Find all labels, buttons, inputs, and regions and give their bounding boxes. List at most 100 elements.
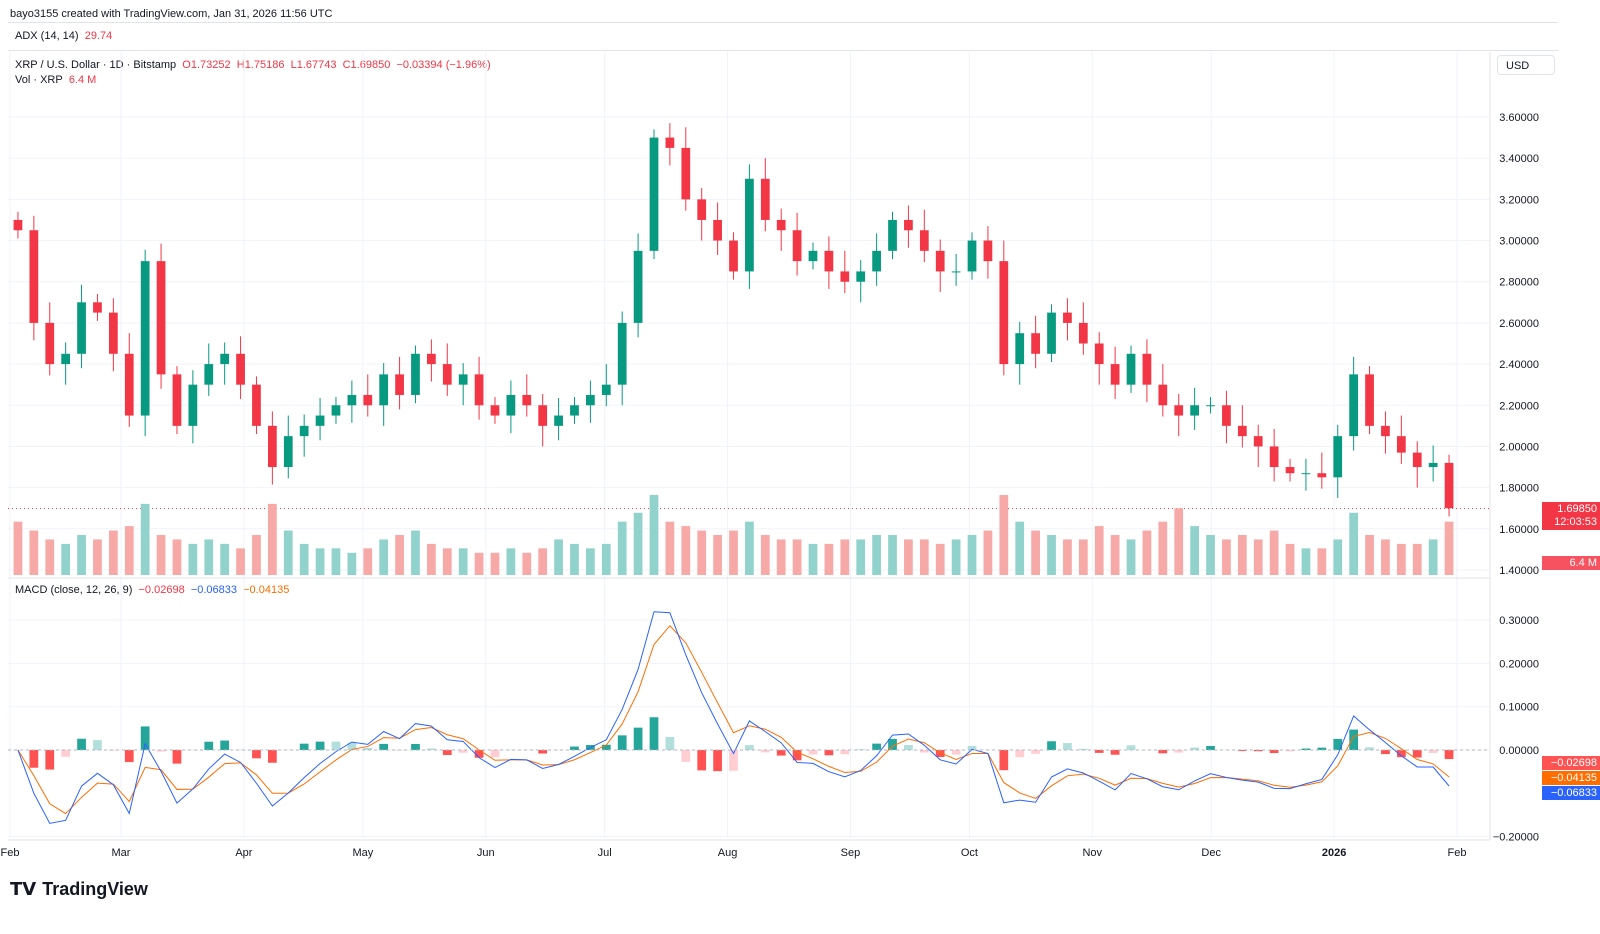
macd-histogram-bar xyxy=(1365,747,1374,750)
adx-value: 29.74 xyxy=(84,30,113,42)
macd-histogram-bar xyxy=(872,743,881,750)
macd-histogram-bar xyxy=(29,750,39,768)
volume-bar xyxy=(267,503,277,575)
macd-histogram-bar xyxy=(792,750,802,761)
macd-histogram-bar xyxy=(411,743,420,750)
macd-histogram-bar xyxy=(808,750,818,755)
macd-histogram-bar xyxy=(140,726,150,750)
volume-bar xyxy=(77,535,86,575)
volume-bar xyxy=(1126,539,1136,575)
candle-body xyxy=(204,364,214,385)
macd-histogram-bar xyxy=(331,741,341,750)
candle-body xyxy=(1222,405,1231,426)
candle-body xyxy=(267,425,277,468)
volume-bar xyxy=(681,526,691,575)
macd-histogram-bar xyxy=(108,750,118,751)
macd-histogram-bar xyxy=(1158,750,1168,754)
volume-bar xyxy=(379,539,389,575)
candle-body xyxy=(93,302,102,313)
volume-bar xyxy=(729,530,738,575)
macd-signal-line xyxy=(17,624,1450,815)
macd-histogram-bar xyxy=(1094,750,1104,753)
volume-bar xyxy=(888,535,897,575)
last-volume-label: 6.4 M xyxy=(1542,556,1600,570)
macd-histogram-bar xyxy=(61,750,71,757)
change-value: −0.03394 (−1.96%) xyxy=(396,59,491,71)
candle-body xyxy=(760,178,770,220)
macd-histogram-bar xyxy=(538,750,548,754)
macd-histogram-bar xyxy=(904,745,913,750)
volume-bar xyxy=(124,526,134,575)
candle-body xyxy=(1031,333,1040,354)
volume-bar xyxy=(61,543,71,575)
candle-body xyxy=(665,137,675,148)
volume-bar xyxy=(252,535,261,575)
candle-body xyxy=(919,230,929,251)
macd-histogram-bar xyxy=(172,750,182,764)
last-price-label: 1.69850 12:03:53 xyxy=(1542,502,1600,530)
macd-histogram-bar xyxy=(1174,750,1184,753)
tradingview-logo[interactable]: 𝗧𝗩 TradingView xyxy=(10,879,148,900)
close-value: C1.69850 xyxy=(342,59,391,71)
volume-bar xyxy=(490,552,500,575)
volume-bar xyxy=(1190,526,1200,575)
candle-body xyxy=(808,250,818,262)
volume-bar xyxy=(1381,539,1390,575)
macd-histogram-bar xyxy=(220,740,230,750)
volume-bar xyxy=(808,543,818,575)
adx-legend[interactable]: ADX (14, 14) 29.74 xyxy=(15,30,112,42)
candle-body xyxy=(13,219,23,231)
volume-bar xyxy=(1269,530,1279,575)
macd-histogram-bar xyxy=(824,750,834,756)
time-axis-label: Sep xyxy=(841,847,861,859)
high-value: H1.75186 xyxy=(236,59,285,71)
volume-bar xyxy=(283,530,293,575)
currency-button[interactable]: USD xyxy=(1497,55,1555,75)
volume-bar xyxy=(1396,543,1406,575)
candle-body xyxy=(188,384,198,426)
candle-body xyxy=(442,364,452,385)
macd-histogram-bar xyxy=(729,750,738,771)
volume-bar xyxy=(1078,539,1088,575)
symbol-legend[interactable]: XRP / U.S. Dollar · 1D · Bitstamp O1.732… xyxy=(15,59,491,71)
macd-histogram-bar xyxy=(427,748,436,750)
macd-histogram-bar xyxy=(1190,747,1200,750)
macd-legend[interactable]: MACD (close, 12, 26, 9) −0.02698 −0.0683… xyxy=(15,584,289,596)
candle-body xyxy=(601,384,611,395)
candle-body xyxy=(458,374,468,385)
candle-body xyxy=(1317,473,1327,478)
candle-body xyxy=(172,374,182,426)
candle-body xyxy=(1063,312,1072,323)
volume-value: 6.4 M xyxy=(68,74,97,86)
candle-body xyxy=(1396,436,1406,453)
volume-bar xyxy=(1094,526,1104,575)
volume-bar xyxy=(538,548,548,575)
open-value: O1.73252 xyxy=(182,59,231,71)
volume-legend[interactable]: Vol · XRP 6.4 M xyxy=(15,74,96,86)
volume-bar xyxy=(601,543,611,575)
candle-body xyxy=(1142,353,1152,385)
price-tick-label: 1.80000 xyxy=(1499,483,1539,495)
time-axis-label: Feb xyxy=(1448,847,1467,859)
macd-histogram-bar xyxy=(1333,738,1343,750)
macd-histogram-bar xyxy=(252,750,261,759)
candle-body xyxy=(1333,436,1343,478)
macd-histogram-bar xyxy=(315,741,325,750)
volume-bar xyxy=(1222,539,1231,575)
macd-histogram-bar xyxy=(45,750,55,770)
volume-bar xyxy=(1206,535,1215,575)
candle-body xyxy=(1428,462,1438,468)
volume-bar xyxy=(1285,543,1295,575)
macd-histogram-bar xyxy=(1110,750,1120,755)
candle-body xyxy=(315,415,325,426)
macd-histogram-bar xyxy=(1381,750,1390,755)
volume-bar xyxy=(1444,521,1454,575)
volume-bar xyxy=(586,548,595,575)
volume-bar xyxy=(1015,521,1025,575)
volume-bar xyxy=(1237,535,1247,575)
volume-bar xyxy=(1317,548,1327,575)
volume-bar xyxy=(1428,539,1438,575)
volume-bar xyxy=(108,530,118,575)
volume-bar xyxy=(999,495,1009,575)
